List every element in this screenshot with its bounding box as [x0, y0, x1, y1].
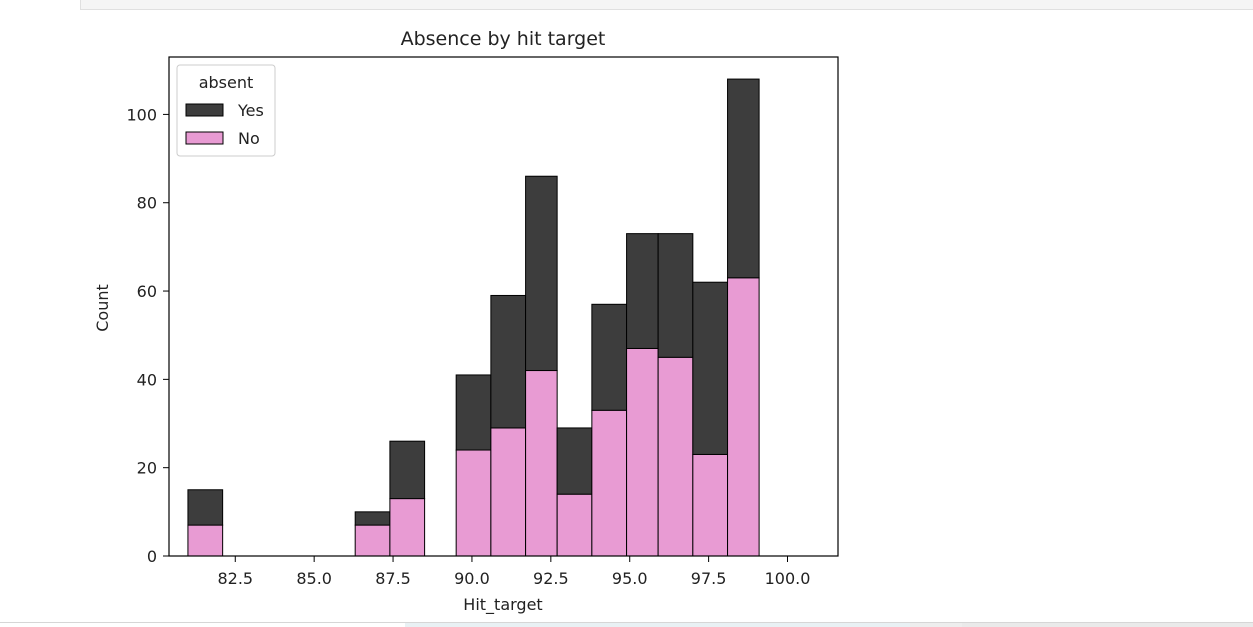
x-axis-label: Hit_target [463, 595, 542, 615]
bar-no [389, 498, 426, 557]
y-tick-label: 80 [137, 194, 157, 213]
bar-no [727, 277, 760, 557]
bar-yes [692, 281, 729, 455]
bar-yes [626, 233, 659, 349]
x-tick-label: 90.0 [454, 569, 490, 588]
bar-yes [727, 78, 760, 279]
y-tick-label: 20 [137, 459, 157, 478]
bar-no [455, 449, 492, 557]
bar-yes [591, 303, 628, 411]
y-tick-label: 0 [147, 547, 157, 566]
bar-no [354, 524, 391, 557]
bar-yes [525, 175, 558, 372]
x-tick-label: 92.5 [533, 569, 569, 588]
bar-no [525, 370, 558, 557]
legend-label-yes: Yes [237, 101, 264, 120]
bar-yes [490, 294, 527, 429]
x-tick-label: 82.5 [217, 569, 253, 588]
x-axis: 82.5 85.0 87.5 90.0 92.5 95.0 97.5 100.0 [217, 556, 810, 588]
x-tick-label: 87.5 [375, 569, 411, 588]
chart-title: Absence by hit target [401, 28, 606, 50]
legend-swatch-no [185, 131, 224, 145]
bar-yes [389, 440, 426, 500]
x-tick-label: 97.5 [691, 569, 727, 588]
x-tick-label: 95.0 [612, 569, 648, 588]
x-tick-label: 85.0 [296, 569, 332, 588]
bar-yes [455, 374, 492, 451]
bar-no [692, 453, 729, 557]
y-axis-label: Count [93, 284, 112, 332]
bar-no [556, 493, 593, 557]
bar-yes [657, 233, 694, 358]
bar-no [187, 524, 224, 557]
y-tick-label: 100 [126, 105, 157, 124]
legend-label-no: No [238, 129, 260, 148]
bar-no [626, 347, 659, 557]
y-tick-label: 40 [137, 370, 157, 389]
y-tick-label: 60 [137, 282, 157, 301]
notebook-cell-top-border [80, 0, 1253, 10]
x-tick-label: 100.0 [765, 569, 811, 588]
legend-swatch-yes [185, 103, 224, 117]
bar-yes [354, 511, 391, 526]
bottom-strip-segment [405, 623, 910, 627]
bars-group [187, 78, 760, 557]
bar-no [591, 409, 628, 557]
bar-yes [556, 427, 593, 495]
legend-title: absent [199, 73, 254, 92]
bottom-strip-segment [962, 623, 1253, 627]
plot-area-frame [168, 56, 839, 557]
bottom-strip-segment [910, 623, 962, 627]
y-axis: 0 20 40 60 80 100 [126, 105, 169, 566]
bar-no [490, 427, 527, 557]
bar-yes [187, 489, 224, 526]
bar-no [657, 356, 694, 557]
legend: absent Yes No [176, 64, 276, 157]
notebook-bottom-strip [0, 622, 1253, 627]
